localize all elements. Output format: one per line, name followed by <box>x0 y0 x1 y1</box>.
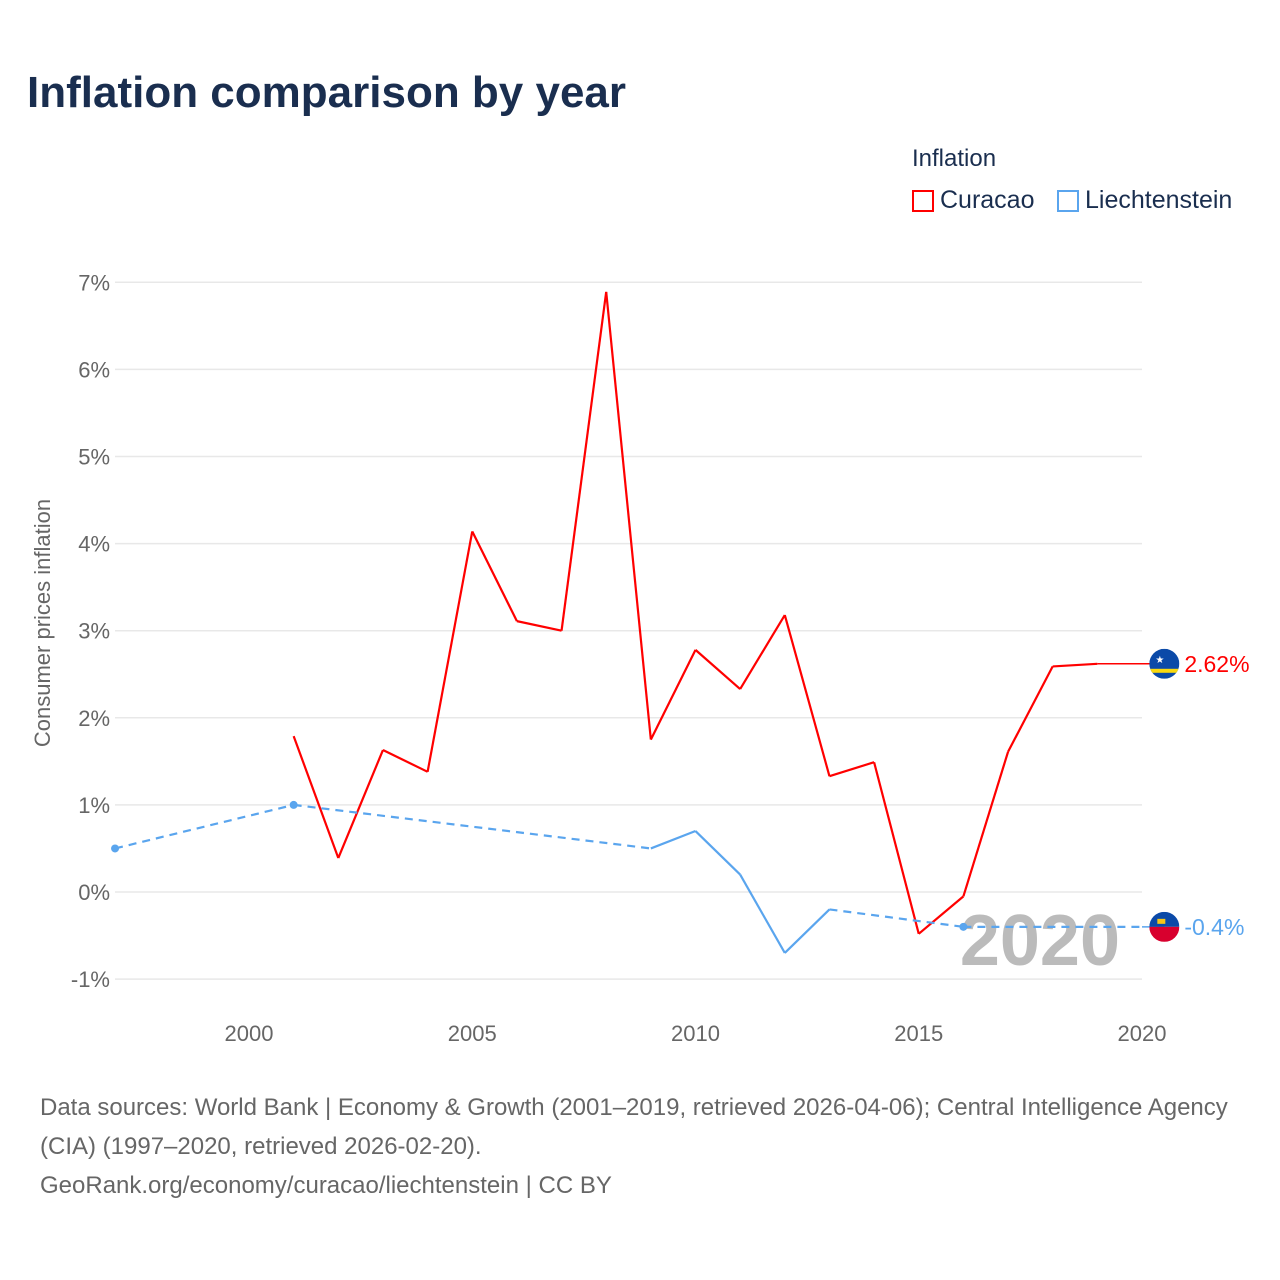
series-segment <box>605 291 652 740</box>
y-tick-label: 6% <box>78 357 110 382</box>
series-segment <box>694 649 741 690</box>
data-point <box>289 800 298 809</box>
flag-bottom <box>1149 926 1180 942</box>
chart-title: Inflation comparison by year <box>27 68 627 117</box>
flag-curacao-icon: ★ <box>1149 648 1180 679</box>
series-segment <box>516 620 562 632</box>
credit-link[interactable]: GeoRank.org/economy/curacao/liechtenstei… <box>40 1172 612 1199</box>
flag-star: ★ <box>1155 655 1164 666</box>
y-tick-label: 1% <box>78 793 110 818</box>
end-value-label: 2.62% <box>1184 651 1249 677</box>
series-segment <box>739 614 786 690</box>
legend-title: Inflation <box>912 145 997 172</box>
flag-crown <box>1157 918 1166 924</box>
y-tick-label: 3% <box>78 619 110 644</box>
series-gap-segment <box>293 803 651 850</box>
series-segment <box>694 830 741 876</box>
series-segment <box>337 749 384 859</box>
flag-field <box>1149 648 1180 679</box>
y-tick-label: 0% <box>78 880 110 905</box>
legend-item-liechtenstein[interactable]: Liechtenstein <box>1057 186 1232 215</box>
series-segment <box>649 649 697 741</box>
end-value-label: -0.4% <box>1184 914 1244 940</box>
data-point <box>111 844 120 853</box>
series-segment <box>382 749 429 773</box>
data-sources: Data sources: World Bank | Economy & Gro… <box>40 1094 1228 1160</box>
y-tick-label: 4% <box>78 532 110 557</box>
flag-liechtenstein-icon <box>1149 911 1180 942</box>
series-segment <box>426 531 474 773</box>
series-segment <box>471 530 518 622</box>
legend-label: Liechtenstein <box>1085 186 1233 214</box>
chart-plot: 7% 6% 5% 4% 3% 2% 1% 0% -1% 2000 2005 2010 2015 2020 C… <box>30 270 1250 1046</box>
y-tick-label: 5% <box>78 445 110 470</box>
series-segment <box>292 735 340 859</box>
legend-label: Curacao <box>940 186 1035 214</box>
x-tick-label: 2020 <box>1118 1021 1167 1046</box>
series-segment <box>560 291 608 631</box>
year-watermark: 2020 <box>960 901 1120 981</box>
y-tick-label: 7% <box>78 270 110 295</box>
series-segment <box>829 761 875 778</box>
legend-swatch <box>1057 189 1079 212</box>
series-segment <box>1007 665 1054 753</box>
y-tick-label: -1% <box>71 967 110 992</box>
flag-stripe <box>1149 668 1180 673</box>
series-segment <box>962 751 1010 897</box>
series-segment <box>739 874 786 954</box>
series-segment <box>784 908 831 954</box>
x-tick-label: 2015 <box>894 1021 943 1046</box>
series-segment <box>873 761 920 935</box>
y-tick-label: 2% <box>78 706 110 731</box>
data-point <box>959 922 968 931</box>
series-segment <box>1052 662 1098 668</box>
footer: Data sources: World Bank | Economy & Gro… <box>40 1088 1240 1205</box>
y-axis-label: Consumer prices inflation <box>30 499 55 747</box>
series-segment <box>783 614 831 777</box>
series-segment <box>650 830 696 850</box>
legend-item-curacao[interactable]: Curacao <box>912 186 1035 215</box>
series-segment <box>918 895 965 935</box>
series-gap-segment <box>114 803 294 850</box>
series-gap-segment <box>829 908 964 928</box>
x-tick-label: 2010 <box>671 1021 720 1046</box>
x-tick-label: 2005 <box>448 1021 497 1046</box>
legend-swatch <box>912 189 934 212</box>
x-tick-label: 2000 <box>225 1021 274 1046</box>
